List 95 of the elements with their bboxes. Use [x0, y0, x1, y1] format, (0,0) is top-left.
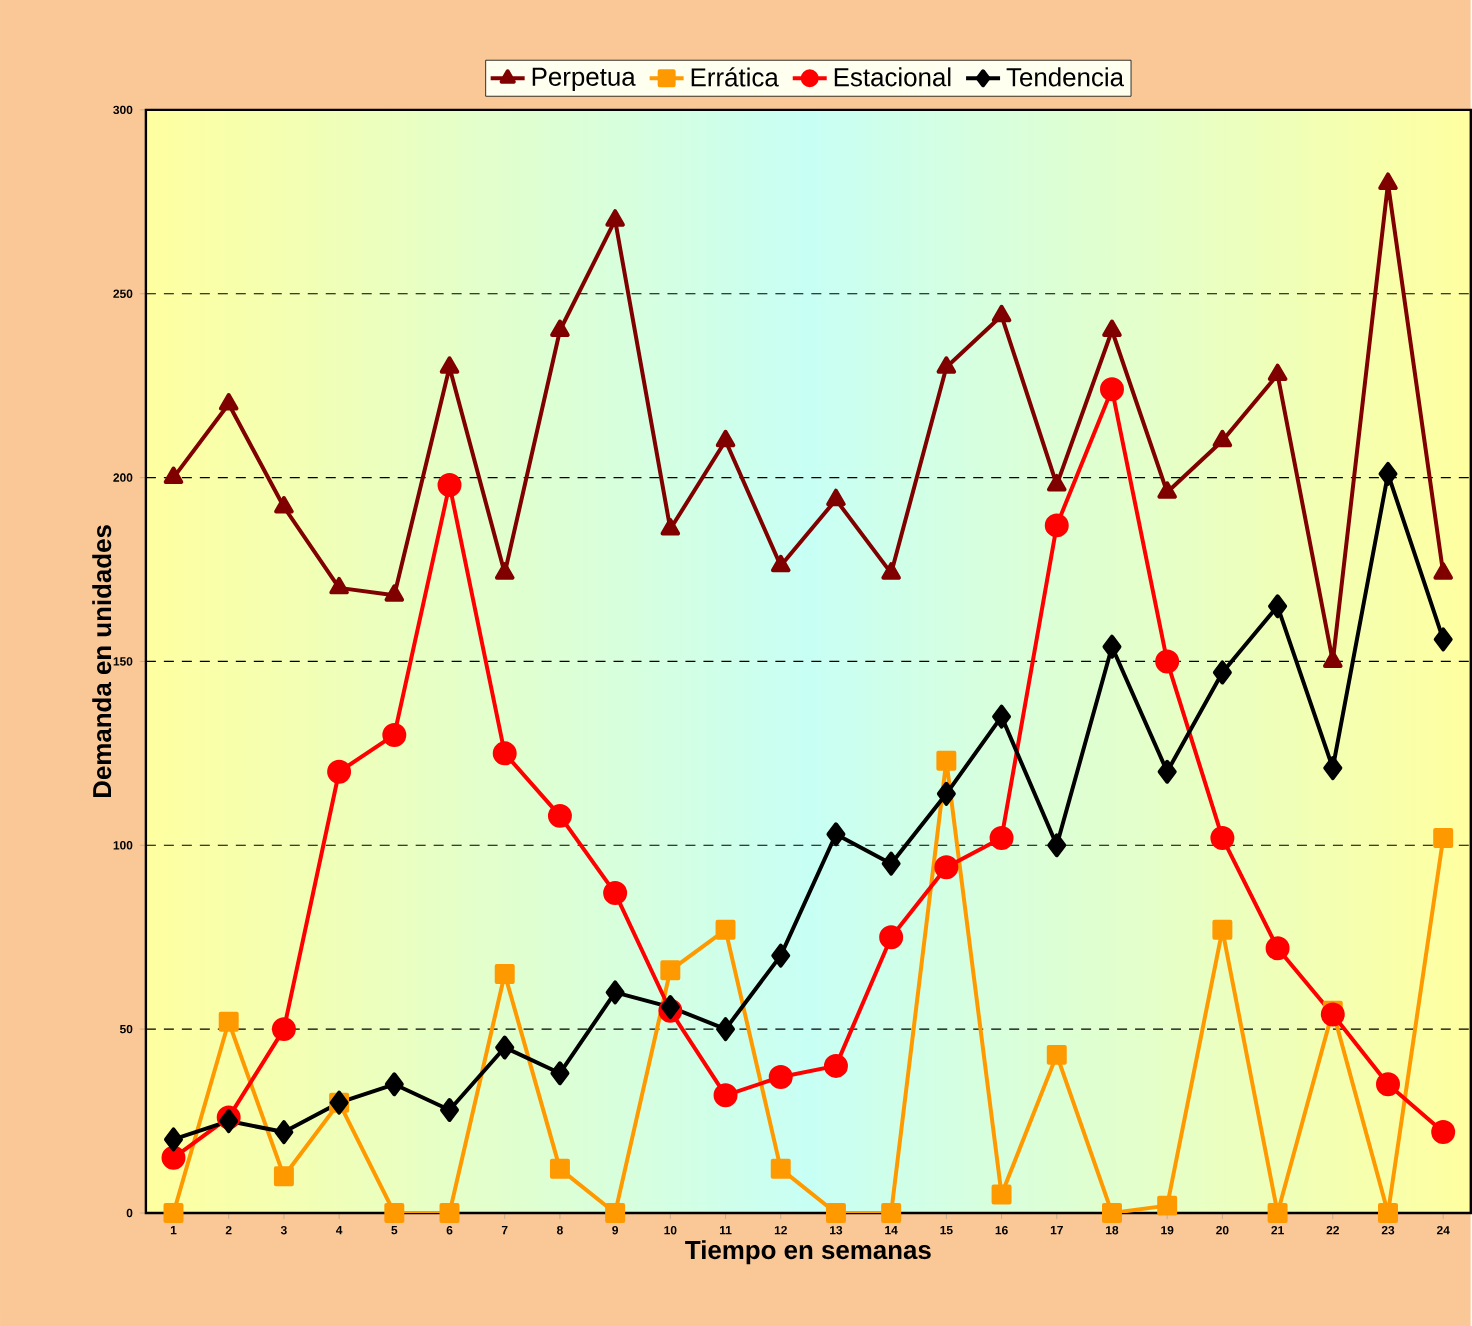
point	[492, 740, 517, 765]
point	[164, 1127, 183, 1151]
point	[494, 561, 515, 580]
point	[823, 1053, 848, 1078]
legend-label: Tendencia	[1006, 66, 1125, 86]
point	[163, 1202, 184, 1223]
point	[825, 1202, 846, 1223]
point	[382, 722, 407, 747]
point	[274, 1119, 294, 1144]
point	[1431, 1119, 1456, 1144]
point	[1433, 626, 1453, 651]
point	[549, 1158, 570, 1179]
point	[327, 759, 352, 784]
point	[605, 1202, 626, 1223]
point	[384, 583, 405, 602]
point	[1044, 512, 1069, 537]
point	[660, 517, 681, 536]
point	[605, 979, 625, 1004]
point	[1102, 319, 1122, 337]
point	[936, 355, 957, 374]
point	[384, 1202, 405, 1223]
legend-label: Errática	[691, 66, 779, 87]
point	[1265, 935, 1290, 960]
point	[1212, 429, 1233, 447]
point	[826, 488, 846, 506]
point	[1157, 759, 1177, 784]
point	[550, 319, 570, 337]
point	[274, 495, 294, 514]
point	[1046, 1044, 1067, 1065]
point	[826, 821, 846, 846]
point	[1157, 480, 1177, 499]
point	[768, 1064, 793, 1089]
point	[329, 576, 349, 594]
point	[992, 704, 1012, 729]
point	[1323, 650, 1343, 668]
point	[716, 1016, 736, 1041]
point	[881, 1202, 902, 1223]
point	[495, 1035, 515, 1060]
point	[603, 880, 628, 905]
point	[934, 854, 959, 879]
legend-label: Perpetua	[532, 67, 636, 91]
point	[1157, 1195, 1178, 1216]
point	[1267, 363, 1288, 381]
point	[218, 392, 239, 411]
point	[163, 466, 184, 484]
point	[1212, 660, 1232, 684]
point	[1433, 827, 1454, 848]
point	[1100, 376, 1124, 401]
point	[1378, 1202, 1398, 1223]
point	[437, 472, 462, 497]
point	[1320, 1001, 1345, 1026]
point	[439, 1202, 460, 1223]
point	[494, 963, 515, 984]
point	[989, 825, 1014, 850]
point	[605, 208, 625, 227]
point	[550, 1060, 570, 1085]
point	[161, 1145, 186, 1170]
x-axis-title: Tiempo en semanas	[685, 1239, 931, 1264]
point	[1323, 755, 1343, 780]
point	[1102, 634, 1122, 659]
point	[991, 304, 1012, 322]
point	[881, 851, 901, 876]
y-axis-title: Demanda en unidades	[92, 524, 112, 797]
point	[881, 561, 901, 580]
point	[1267, 1202, 1288, 1223]
point	[1155, 649, 1180, 673]
point	[991, 1184, 1012, 1205]
point	[384, 1071, 404, 1096]
point	[1212, 919, 1233, 940]
point	[936, 781, 956, 806]
point	[547, 803, 572, 828]
point	[1047, 832, 1067, 857]
point	[1378, 461, 1398, 486]
point	[440, 1097, 459, 1122]
point	[439, 355, 460, 374]
point	[1101, 1202, 1122, 1223]
point	[1433, 561, 1453, 580]
point	[660, 959, 681, 980]
point	[713, 1082, 738, 1107]
point	[879, 924, 904, 949]
point	[1210, 825, 1235, 850]
point	[1046, 473, 1067, 491]
point	[271, 1016, 296, 1041]
point	[1378, 172, 1398, 190]
point	[1268, 593, 1288, 618]
point	[715, 919, 736, 940]
point	[1376, 1071, 1400, 1096]
point	[770, 554, 791, 572]
point	[771, 943, 791, 968]
point	[218, 1011, 239, 1032]
point	[770, 1158, 791, 1179]
legend-label: Estacional	[834, 66, 951, 86]
point	[273, 1165, 294, 1186]
point	[936, 750, 957, 771]
point	[715, 429, 736, 447]
